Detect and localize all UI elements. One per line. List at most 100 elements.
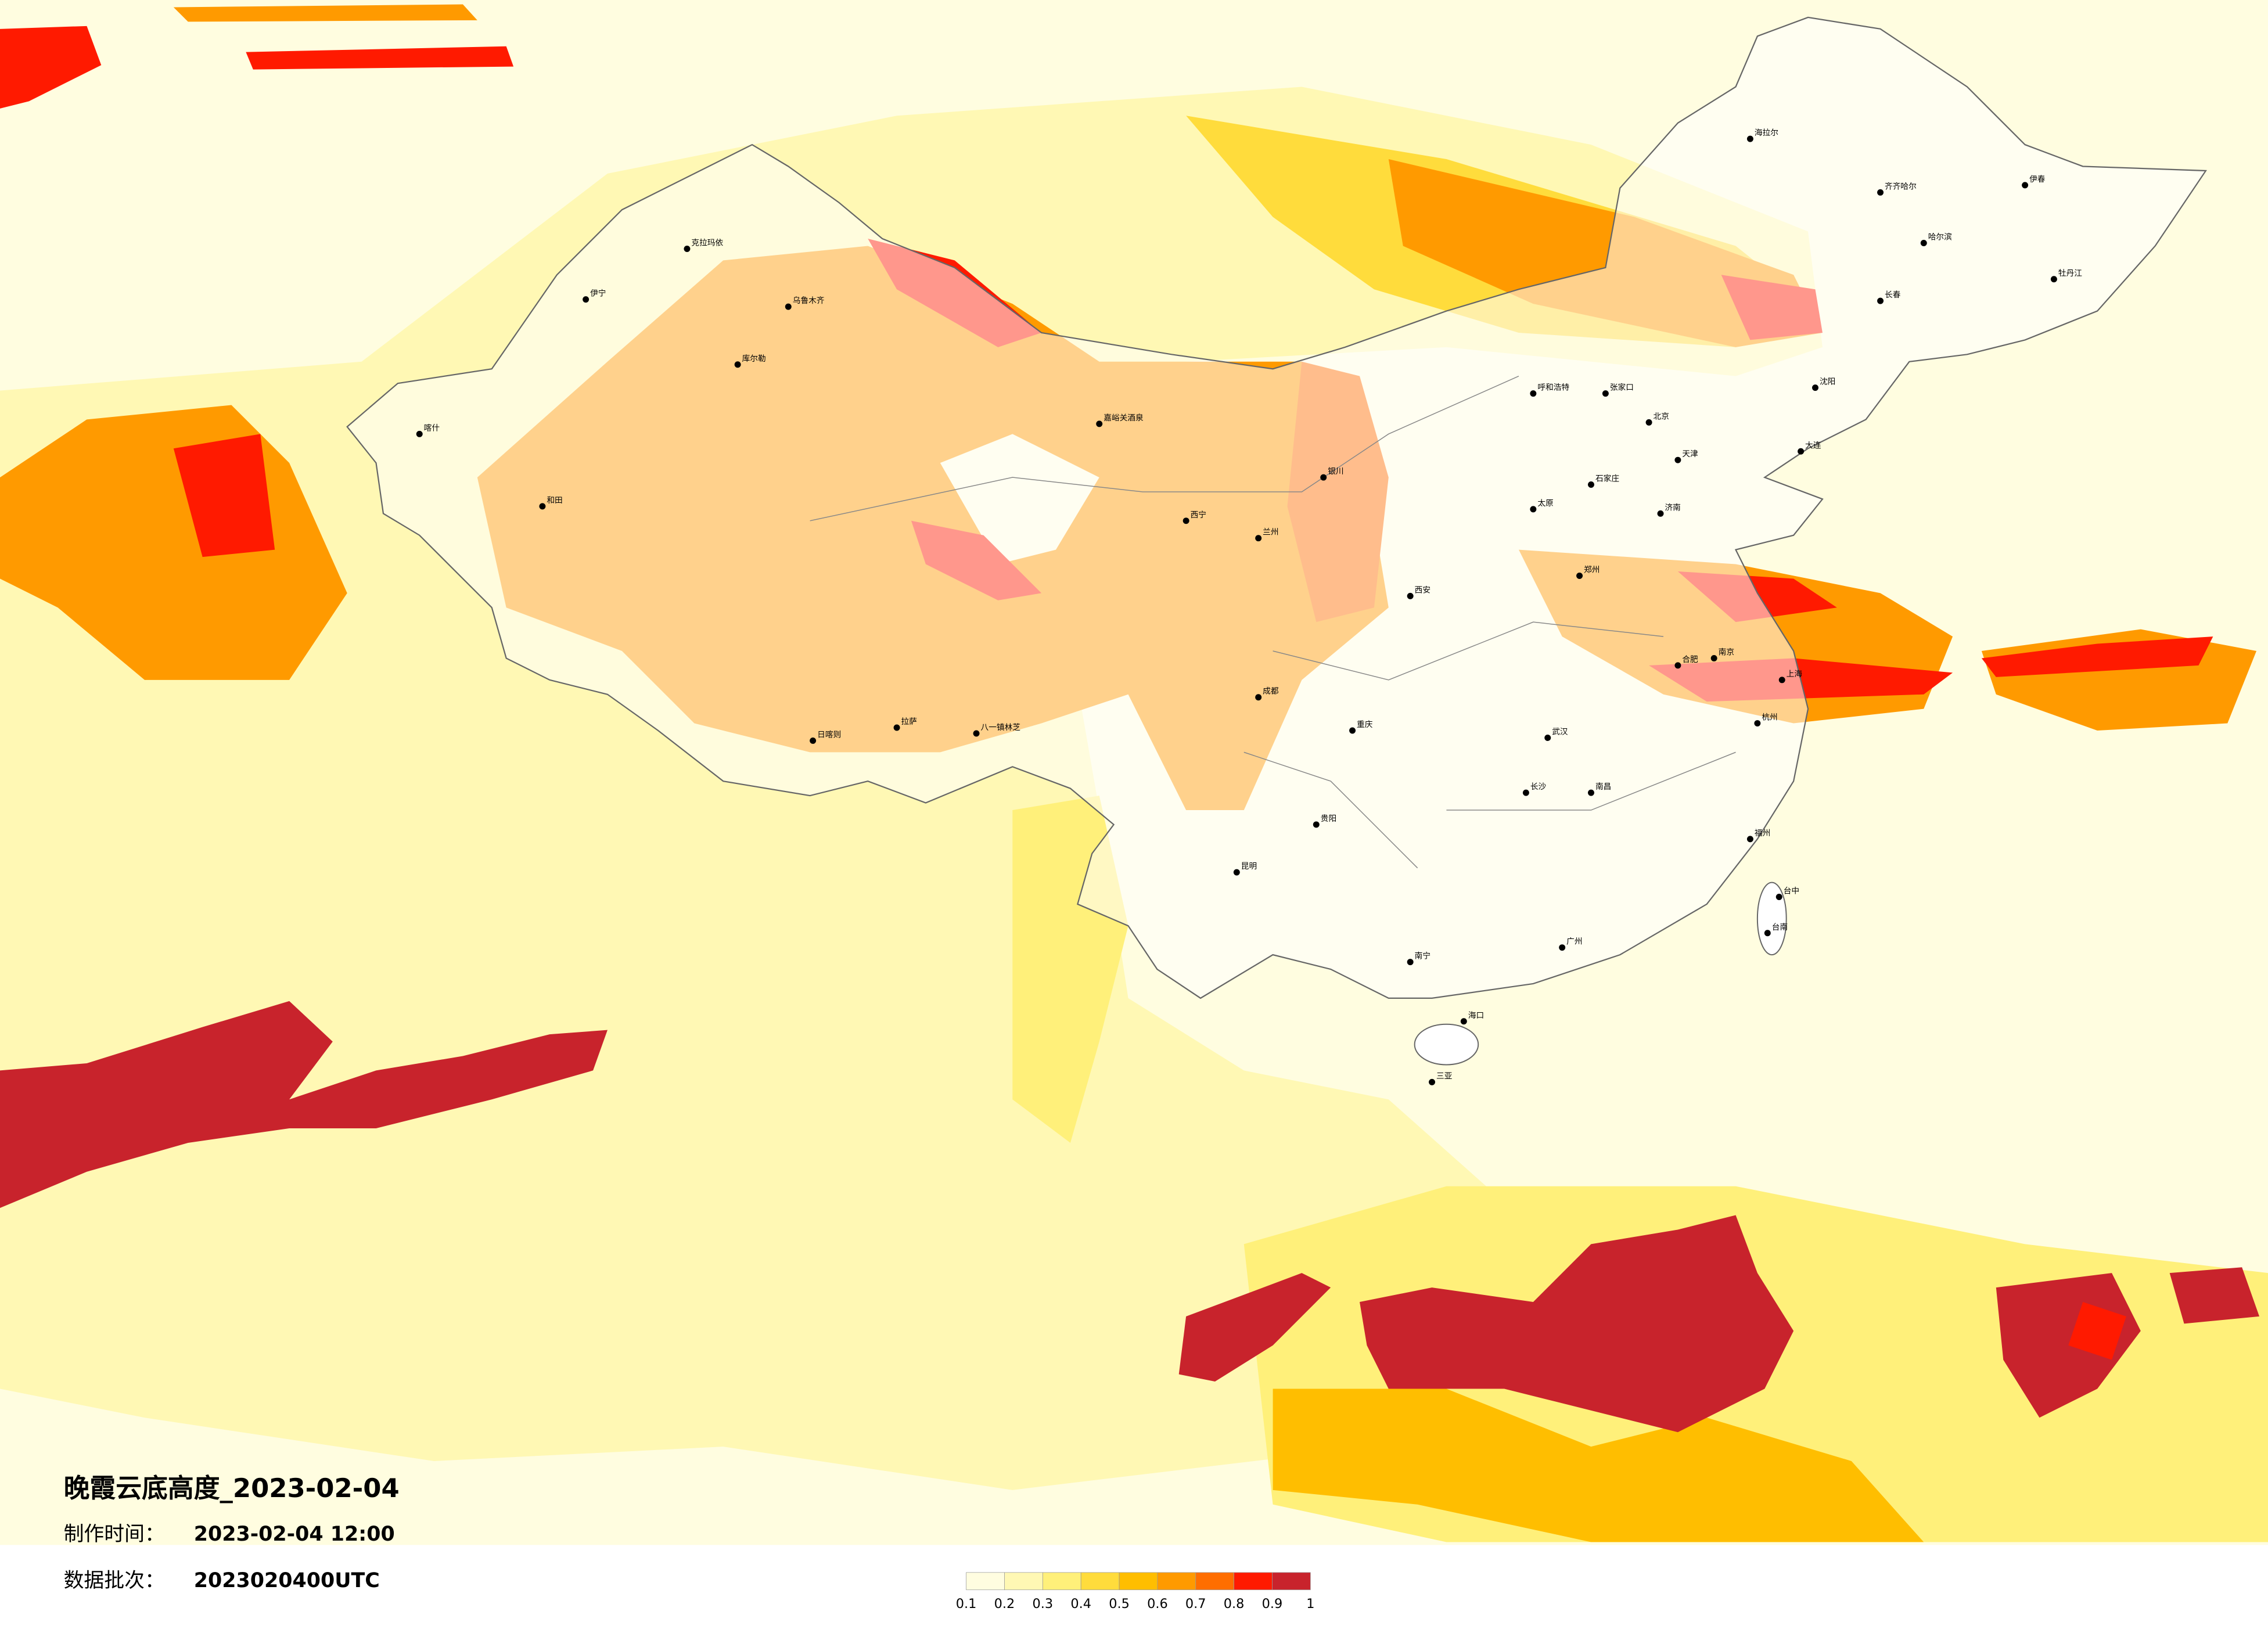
cloud-area: [246, 46, 514, 70]
city-dot: [1674, 456, 1681, 463]
city-dot: [1530, 390, 1537, 397]
legend-tick-label: 0.4: [1070, 1596, 1091, 1611]
city-label: 沈阳: [1820, 377, 1835, 387]
city-dot: [1320, 474, 1327, 481]
city-label: 南昌: [1595, 782, 1611, 792]
city-label: 和田: [547, 496, 562, 505]
city-dot: [893, 724, 900, 731]
city-label: 台中: [1784, 887, 1799, 896]
cloud-area: [1996, 1267, 2260, 1418]
made-time-value: 2023-02-04 12:00: [194, 1523, 395, 1546]
city-dot: [1746, 836, 1753, 843]
legend-tick-label: 0.7: [1185, 1596, 1206, 1611]
city-dot: [1775, 894, 1782, 900]
city-dot: [1602, 390, 1609, 397]
city-label: 哈尔滨: [1928, 233, 1952, 242]
data-batch-value: 2023020400UTC: [194, 1569, 380, 1592]
legend-swatch: [1119, 1572, 1158, 1591]
legend-swatch: [1157, 1572, 1196, 1591]
city-dot: [1587, 789, 1594, 796]
city-dot: [1746, 135, 1753, 142]
legend-tick-label: 0.9: [1262, 1596, 1283, 1611]
city-label: 天津: [1682, 449, 1698, 459]
city-label: 嘉峪关酒泉: [1104, 413, 1144, 423]
city-label: 八一镇林芝: [981, 723, 1021, 732]
city-label: 喀什: [424, 423, 440, 433]
cloud-area: [1273, 1388, 1924, 1542]
legend-swatch: [1195, 1572, 1234, 1591]
city-label: 南京: [1719, 647, 1734, 657]
city-dot: [810, 737, 817, 744]
city-dot: [1182, 517, 1189, 524]
city-label: 牡丹江: [2058, 269, 2082, 278]
city-dot: [1255, 694, 1262, 701]
legend-tick-label: 0.1: [956, 1596, 977, 1611]
city-label: 杭州: [1762, 713, 1777, 722]
legend-swatch: [1004, 1572, 1043, 1591]
cloud-area: [173, 4, 477, 22]
city-label: 台南: [1772, 923, 1788, 932]
city-label: 上海: [1787, 670, 1803, 679]
city-label: 太原: [1537, 499, 1553, 508]
country-border: [346, 16, 2207, 999]
city-label: 日喀则: [817, 730, 841, 739]
legend-tick-label: 0.6: [1147, 1596, 1168, 1611]
taiwan-outline: [1756, 882, 1787, 956]
cloud-area: [2068, 1301, 2126, 1360]
cloud-area: [1981, 636, 2213, 677]
city-dot: [785, 303, 792, 310]
city-label: 合肥: [1682, 655, 1698, 664]
city-dot: [1429, 1078, 1436, 1085]
legend-tick-label: 0.3: [1033, 1596, 1054, 1611]
city-label: 长沙: [1530, 782, 1547, 792]
city-label: 福州: [1755, 829, 1770, 838]
city-dot: [1096, 420, 1103, 427]
city-label: 贵阳: [1321, 814, 1336, 823]
info-block: 晚霞云底高度_2023-02-04 制作时间： 2023-02-04 12:00…: [64, 1473, 400, 1592]
legend-swatch: [966, 1572, 1005, 1591]
city-label: 北京: [1654, 412, 1669, 421]
city-dot: [1522, 789, 1529, 796]
city-label: 海口: [1468, 1011, 1484, 1020]
city-label: 西宁: [1191, 510, 1206, 520]
province-border: [810, 376, 1736, 869]
city-dot: [1812, 384, 1818, 391]
city-dot: [684, 245, 691, 252]
city-dot: [1674, 662, 1681, 669]
city-dot: [583, 296, 590, 303]
city-label: 武汉: [1552, 727, 1568, 736]
city-dot: [1778, 677, 1785, 684]
city-dot: [734, 361, 741, 368]
legend-swatch: [1234, 1572, 1273, 1591]
city-dot: [1764, 930, 1771, 937]
legend-tick-label: 0.8: [1224, 1596, 1245, 1611]
city-label: 克拉玛依: [691, 239, 723, 248]
city-label: 库尔勒: [742, 354, 766, 364]
city-label: 银川: [1328, 467, 1343, 476]
city-dot: [1460, 1018, 1467, 1025]
city-dot: [1754, 720, 1761, 727]
city-label: 海拉尔: [1755, 128, 1778, 138]
legend: 0.1 0.2 0.3 0.4 0.5 0.6 0.7 0.8 0.9 1: [956, 1572, 1314, 1611]
city-dot: [1233, 869, 1240, 876]
city-dot: [1407, 592, 1414, 599]
city-dot: [1530, 506, 1537, 513]
city-label: 济南: [1665, 503, 1680, 512]
city-label: 拉萨: [901, 717, 917, 726]
city-label: 石家庄: [1595, 474, 1619, 484]
city-dot: [539, 503, 546, 510]
cloud-area: [0, 26, 102, 109]
city-label: 齐齐哈尔: [1885, 182, 1917, 191]
city-dot: [1559, 944, 1566, 951]
city-label: 重庆: [1357, 720, 1373, 729]
city-dot: [973, 730, 980, 737]
city-label: 成都: [1263, 687, 1279, 696]
city-dot: [1576, 572, 1583, 579]
legend-tick-label: 0.5: [1109, 1596, 1130, 1611]
city-dot: [1877, 297, 1884, 304]
cloud-area: [0, 1001, 608, 1208]
legend-swatch: [1272, 1572, 1311, 1591]
city-dot: [1920, 240, 1927, 246]
